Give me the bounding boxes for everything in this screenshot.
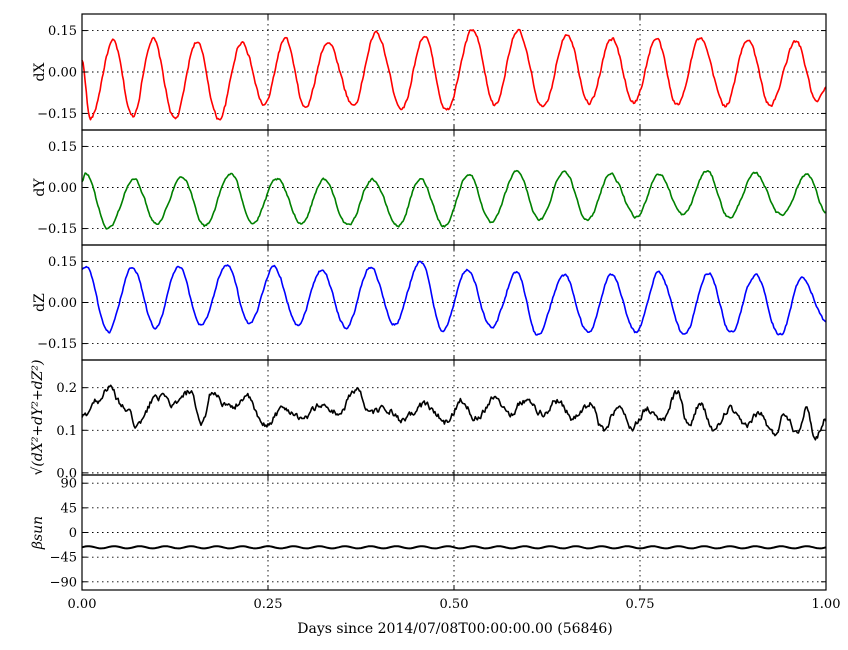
y-tick-label-beta-4: 90 <box>60 477 77 492</box>
y-tick-label-beta-3: 45 <box>60 501 77 516</box>
y-tick-label-dY-0: −0.15 <box>37 222 77 237</box>
y-tick-label-dZ-2: 0.15 <box>48 255 77 270</box>
y-tick-label-dZ-1: 0.00 <box>48 296 77 311</box>
x-axis-label: Days since 2014/07/08T00:00:00.00 (56846… <box>297 621 612 637</box>
y-axis-label-beta: βsun <box>30 516 46 550</box>
y-tick-label-dZ-0: −0.15 <box>37 337 77 352</box>
axes-frame-beta <box>81 474 827 591</box>
x-tick-label-1: 0.25 <box>254 597 283 612</box>
y-tick-label-dY-2: 0.15 <box>48 140 77 155</box>
series-line-dZ <box>81 260 827 336</box>
x-tick-label-2: 0.50 <box>440 597 469 612</box>
x-tick-label-0: 0.00 <box>68 597 97 612</box>
panel-dZ: −0.15 0.00 0.15 dZ <box>32 244 827 361</box>
panels: −0.150.000.15dX−0.150.000.15dY−0.150.000… <box>30 13 841 612</box>
y-tick-label-beta-0: −90 <box>50 575 77 590</box>
panel-beta: −90 −45 0 45 90 0.00 0.25 0.50 0.75 1.00 βsun <box>30 474 841 612</box>
series-line-dX <box>81 28 827 121</box>
x-tick-label-4: 1.00 <box>812 597 841 612</box>
panel-dY: −0.15 0.00 0.15 dY <box>32 129 827 246</box>
panel-dX: −0.15 0.00 0.15 dX <box>32 13 827 131</box>
y-tick-label-dY-1: 0.00 <box>48 181 77 196</box>
y-tick-label-dR-2: 0.2 <box>56 381 77 396</box>
panel-dR: 0.0 0.1 0.2 √(dX²+dY²+dZ²) <box>30 359 827 481</box>
y-tick-label-dR-0: 0.0 <box>56 466 77 481</box>
y-tick-label-beta-1: −45 <box>50 551 77 566</box>
y-axis-label-dR: √(dX²+dY²+dZ²) <box>30 360 46 476</box>
y-axis-label-dX: dX <box>32 63 48 82</box>
y-tick-label-dR-1: 0.1 <box>56 424 77 439</box>
series-line-dY <box>81 169 827 230</box>
y-axis-label-dY: dY <box>32 178 48 197</box>
x-tick-label-3: 0.75 <box>626 597 655 612</box>
y-tick-label-dX-0: −0.15 <box>37 107 77 122</box>
axes-frame-dY <box>81 129 827 246</box>
y-axis-label-dZ: dZ <box>32 293 48 312</box>
y-tick-label-dX-2: 0.15 <box>48 24 77 39</box>
y-tick-label-dX-1: 0.00 <box>48 66 77 81</box>
series-line-beta <box>81 545 827 550</box>
y-tick-label-beta-2: 0 <box>69 526 77 541</box>
axes-frame-dX <box>81 13 827 131</box>
axes-frame-dR <box>81 359 827 476</box>
series-line-dR <box>81 384 827 441</box>
